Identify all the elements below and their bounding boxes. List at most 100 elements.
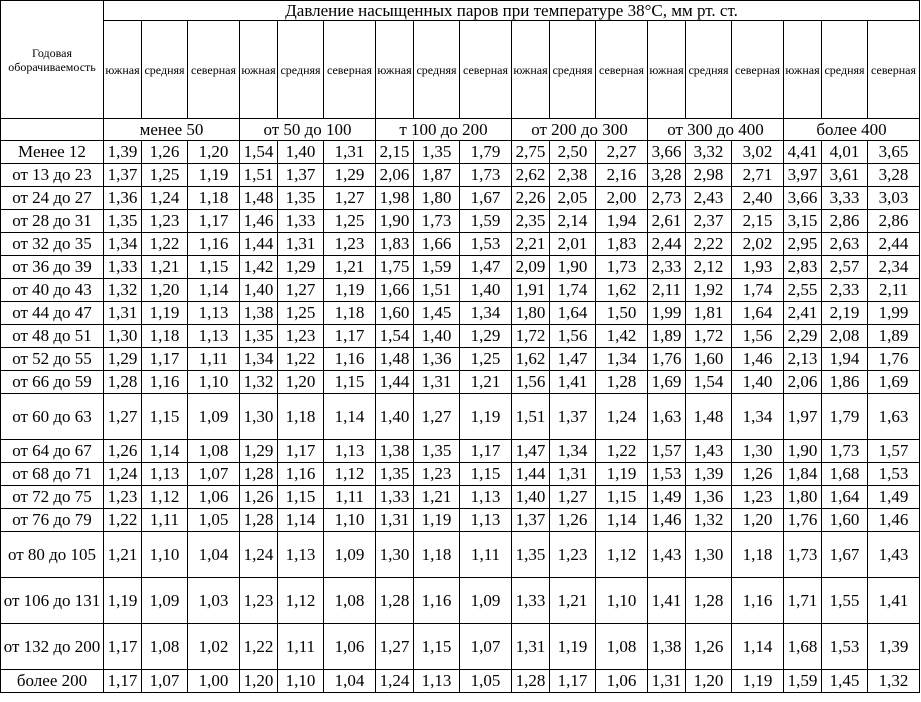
table-cell: 1,37	[511, 508, 550, 532]
table-cell: 1,36	[685, 485, 732, 509]
table-cell: 1,72	[511, 324, 550, 348]
table-cell: 1,17	[459, 439, 512, 463]
table-cell: 1,26	[141, 140, 188, 164]
table-cell: 1,35	[103, 209, 142, 233]
row-label: от 68 до 71	[0, 462, 104, 486]
table-cell: 1,33	[277, 209, 324, 233]
row-label: от 66 до 59	[0, 370, 104, 394]
table-row: от 80 до 105 1,21 1,10 1,04 1,24 1,13 1,09 1,30…	[0, 531, 921, 578]
table-cell: 1,16	[731, 577, 784, 624]
table-cell: 1,34	[549, 439, 596, 463]
table-cell: 1,22	[103, 508, 142, 532]
table-cell: 1,22	[595, 439, 648, 463]
row-label: от 132 до 200	[0, 623, 104, 670]
table-cell: 1,28	[511, 669, 550, 693]
table-cell: 3,28	[647, 163, 686, 187]
table-cell: 1,20	[187, 140, 240, 164]
table-cell: 1,80	[783, 485, 822, 509]
table-cell: 1,19	[187, 163, 240, 187]
row-label: от 48 до 51	[0, 324, 104, 348]
table-cell: 2,12	[685, 255, 732, 279]
table-cell: 1,29	[239, 439, 278, 463]
column-subheader: средняя	[685, 20, 732, 119]
table-cell: 1,27	[549, 485, 596, 509]
table-cell: 2,02	[731, 232, 784, 256]
table-cell: 1,32	[239, 370, 278, 394]
table-cell: 1,28	[239, 508, 278, 532]
table-cell: 1,10	[595, 577, 648, 624]
table-cell: 1,14	[187, 278, 240, 302]
table-cell: 1,05	[459, 669, 512, 693]
table-cell: 2,00	[595, 186, 648, 210]
table-cell: 1,04	[187, 531, 240, 578]
column-subheader: южная	[783, 20, 822, 119]
table-cell: 1,27	[323, 186, 376, 210]
table-cell: 3,32	[685, 140, 732, 164]
table-cell: 1,46	[239, 209, 278, 233]
table-cell: 1,21	[141, 255, 188, 279]
table-cell: 1,29	[277, 255, 324, 279]
table-cell: 1,40	[277, 140, 324, 164]
table-cell: 1,25	[459, 347, 512, 371]
table-row: от 48 до 51 1,30 1,18 1,13 1,35 1,23 1,17 1,54 1…	[0, 324, 921, 348]
table-cell: 2,09	[511, 255, 550, 279]
table-cell: 1,84	[783, 462, 822, 486]
table-cell: 4,41	[783, 140, 822, 164]
table-cell: 2,16	[595, 163, 648, 187]
table-cell: 1,12	[277, 577, 324, 624]
table-cell: 1,29	[323, 163, 376, 187]
table-cell: 1,06	[595, 669, 648, 693]
table-cell: 1,76	[783, 508, 822, 532]
table-cell: 1,19	[413, 508, 460, 532]
table-cell: 1,08	[187, 439, 240, 463]
table-cell: 2,86	[821, 209, 868, 233]
table-cell: 1,13	[277, 531, 324, 578]
table-cell: 1,19	[141, 301, 188, 325]
table-cell: 1,57	[866, 439, 921, 463]
table-cell: 1,08	[323, 577, 376, 624]
table-cell: 1,17	[103, 623, 142, 670]
table-cell: 1,12	[595, 531, 648, 578]
table-cell: 1,13	[459, 485, 512, 509]
table-cell: 1,36	[103, 186, 142, 210]
table-cell: 1,20	[239, 669, 278, 693]
table-row: от 44 до 47 1,31 1,19 1,13 1,38 1,25 1,18 1,60 1…	[0, 301, 921, 325]
row-label: более 200	[0, 669, 104, 693]
row-label: от 60 до 63	[0, 393, 104, 440]
table-cell: 2,21	[511, 232, 550, 256]
table-cell: 1,30	[685, 531, 732, 578]
table-cell: 1,83	[375, 232, 414, 256]
table-row: от 52 до 55 1,29 1,17 1,11 1,34 1,22 1,16 1,48 1…	[0, 347, 921, 371]
table-cell: 1,18	[187, 186, 240, 210]
table-cell: 1,53	[647, 462, 686, 486]
group-header-blank	[0, 118, 104, 141]
column-subheader: средняя	[821, 20, 868, 119]
table-cell: 2,06	[783, 370, 822, 394]
row-label: от 36 до 39	[0, 255, 104, 279]
table-cell: 1,31	[413, 370, 460, 394]
table-cell: 1,60	[375, 301, 414, 325]
table-cell: 1,26	[731, 462, 784, 486]
table-row: от 66 до 59 1,28 1,16 1,10 1,32 1,20 1,15 1,44 1…	[0, 370, 921, 394]
table-cell: 1,79	[459, 140, 512, 164]
table-cell: 1,27	[413, 393, 460, 440]
table-cell: 1,57	[647, 439, 686, 463]
table-cell: 1,20	[731, 508, 784, 532]
table-cell: 1,33	[375, 485, 414, 509]
table-cell: 1,26	[239, 485, 278, 509]
table-cell: 1,55	[821, 577, 868, 624]
table-cell: 2,41	[783, 301, 822, 325]
table-cell: 1,16	[413, 577, 460, 624]
column-subheader: южная	[511, 20, 550, 119]
table-cell: 1,35	[511, 531, 550, 578]
table-cell: 1,07	[187, 462, 240, 486]
table-cell: 1,38	[239, 301, 278, 325]
group-header: от 50 до 100	[239, 118, 376, 141]
table-cell: 1,74	[731, 278, 784, 302]
table-cell: 1,26	[685, 623, 732, 670]
row-label: от 72 до 75	[0, 485, 104, 509]
table-cell: 1,29	[459, 324, 512, 348]
table-cell: 2,34	[866, 255, 921, 279]
row-label: Менее 12	[0, 140, 104, 164]
row-label: от 64 до 67	[0, 439, 104, 463]
